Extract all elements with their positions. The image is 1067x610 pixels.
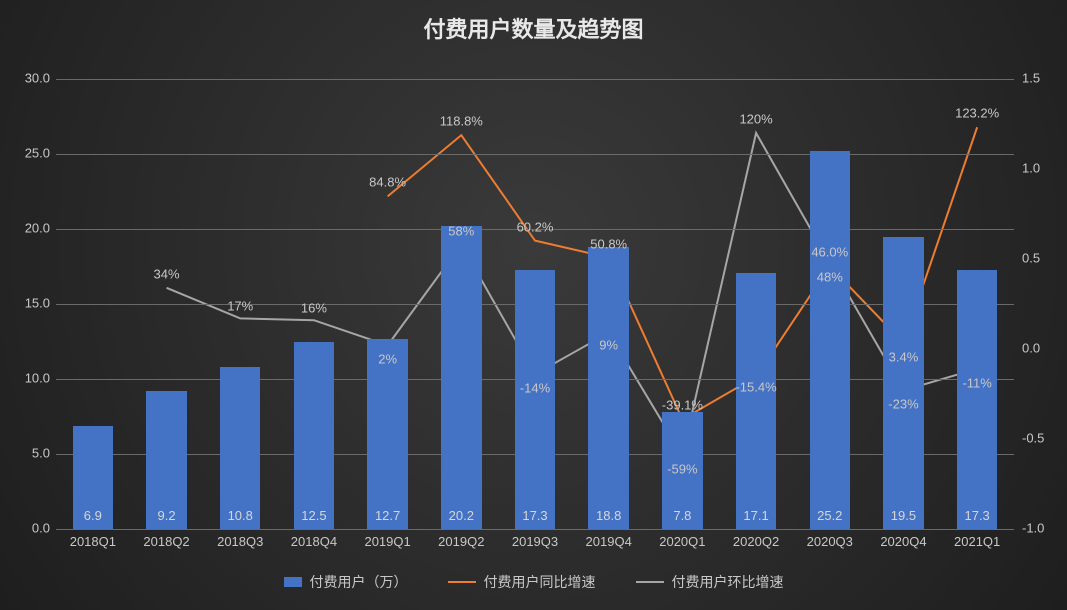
qoq-point-label: 58%: [448, 223, 474, 238]
qoq-point-label: -14%: [520, 381, 550, 396]
bar-value-label: 12.5: [301, 508, 326, 523]
bar: [588, 247, 629, 529]
legend-label: 付费用户环比增速: [672, 572, 784, 592]
x-axis-label: 2018Q2: [143, 534, 189, 549]
x-axis-label: 2018Q3: [217, 534, 263, 549]
x-axis-label: 2019Q2: [438, 534, 484, 549]
qoq-point-label: 120%: [739, 112, 772, 127]
x-axis-label: 2020Q1: [659, 534, 705, 549]
bar: [441, 226, 482, 529]
legend-label: 付费用户同比增速: [484, 572, 596, 592]
bar: [515, 270, 556, 530]
y-axis-left-label: 0.0: [0, 521, 50, 536]
y-axis-left-label: 15.0: [0, 296, 50, 311]
bar: [220, 367, 261, 529]
qoq-point-label: 48%: [817, 269, 843, 284]
bar: [810, 151, 851, 529]
bar-value-label: 7.8: [673, 508, 691, 523]
x-axis-label: 2020Q2: [733, 534, 779, 549]
qoq-point-label: -23%: [888, 397, 918, 412]
legend-item: 付费用户同比增速: [448, 572, 596, 592]
x-axis-label: 2018Q1: [70, 534, 116, 549]
bar-value-label: 12.7: [375, 508, 400, 523]
qoq-point-label: -11%: [962, 375, 991, 390]
yoy-point-label: 60.2%: [517, 219, 554, 234]
x-axis-label: 2020Q4: [880, 534, 926, 549]
bar: [736, 273, 777, 530]
x-axis-label: 2021Q1: [954, 534, 1000, 549]
y-axis-left-label: 20.0: [0, 221, 50, 236]
gridline: [56, 529, 1014, 530]
legend-swatch-line: [636, 581, 664, 583]
y-axis-left-label: 25.0: [0, 146, 50, 161]
bar-value-label: 25.2: [817, 508, 842, 523]
legend-swatch-line: [448, 581, 476, 583]
y-axis-right-label: 0.5: [1022, 251, 1067, 266]
yoy-point-label: 3.4%: [889, 349, 919, 364]
yoy-point-label: 84.8%: [369, 175, 406, 190]
bar: [367, 339, 408, 530]
legend: 付费用户（万） 付费用户同比增速 付费用户环比增速: [0, 572, 1067, 592]
y-axis-right-label: -0.5: [1022, 431, 1067, 446]
qoq-point-label: 9%: [599, 337, 618, 352]
qoq-line: [167, 133, 978, 455]
bar: [883, 237, 924, 530]
y-axis-left-label: 30.0: [0, 71, 50, 86]
chart-title: 付费用户数量及趋势图: [0, 12, 1067, 44]
bar-value-label: 6.9: [84, 508, 102, 523]
y-axis-right-label: -1.0: [1022, 521, 1067, 536]
x-axis-label: 2018Q4: [291, 534, 337, 549]
yoy-point-label: 118.8%: [440, 114, 483, 129]
y-axis-left-label: 10.0: [0, 371, 50, 386]
qoq-point-label: -59%: [667, 462, 697, 477]
legend-item: 付费用户环比增速: [636, 572, 784, 592]
y-axis-right-label: 0.0: [1022, 341, 1067, 356]
x-axis-label: 2019Q3: [512, 534, 558, 549]
qoq-point-label: 16%: [301, 301, 327, 316]
bar-value-label: 17.3: [964, 508, 989, 523]
yoy-point-label: 46.0%: [811, 245, 848, 260]
bar-value-label: 17.3: [522, 508, 547, 523]
legend-label: 付费用户（万）: [310, 572, 408, 592]
chart-root: 付费用户数量及趋势图 6.9 9.2 10.8 12.5 12.7 20.2 17.3 18.…: [0, 0, 1067, 610]
bar-value-label: 18.8: [596, 508, 621, 523]
bar-value-label: 19.5: [891, 508, 916, 523]
yoy-point-label: -39.1%: [662, 398, 703, 413]
yoy-point-label: 50.8%: [590, 236, 627, 251]
yoy-point-label: -15.4%: [735, 379, 776, 394]
y-axis-right-label: 1.5: [1022, 71, 1067, 86]
x-axis-label: 2020Q3: [807, 534, 853, 549]
yoy-point-label: 123.2%: [955, 106, 999, 121]
bar-value-label: 17.1: [743, 508, 768, 523]
gridline: [56, 154, 1014, 155]
qoq-point-label: 17%: [227, 299, 253, 314]
bar: [957, 270, 998, 530]
y-axis-left-label: 5.0: [0, 446, 50, 461]
gridline: [56, 79, 1014, 80]
legend-swatch-bar: [284, 577, 302, 587]
bar: [294, 342, 335, 530]
y-axis-right-label: 1.0: [1022, 161, 1067, 176]
x-axis-label: 2019Q1: [364, 534, 410, 549]
qoq-point-label: 2%: [378, 352, 397, 367]
legend-item: 付费用户（万）: [284, 572, 408, 592]
plot-area: 6.9 9.2 10.8 12.5 12.7 20.2 17.3 18.8 7.8 17.1 25.…: [56, 78, 1014, 529]
bar-value-label: 10.8: [228, 508, 253, 523]
qoq-point-label: 34%: [154, 266, 180, 281]
x-axis-label: 2019Q4: [586, 534, 632, 549]
bar-value-label: 9.2: [157, 508, 175, 523]
bar-value-label: 20.2: [449, 508, 474, 523]
